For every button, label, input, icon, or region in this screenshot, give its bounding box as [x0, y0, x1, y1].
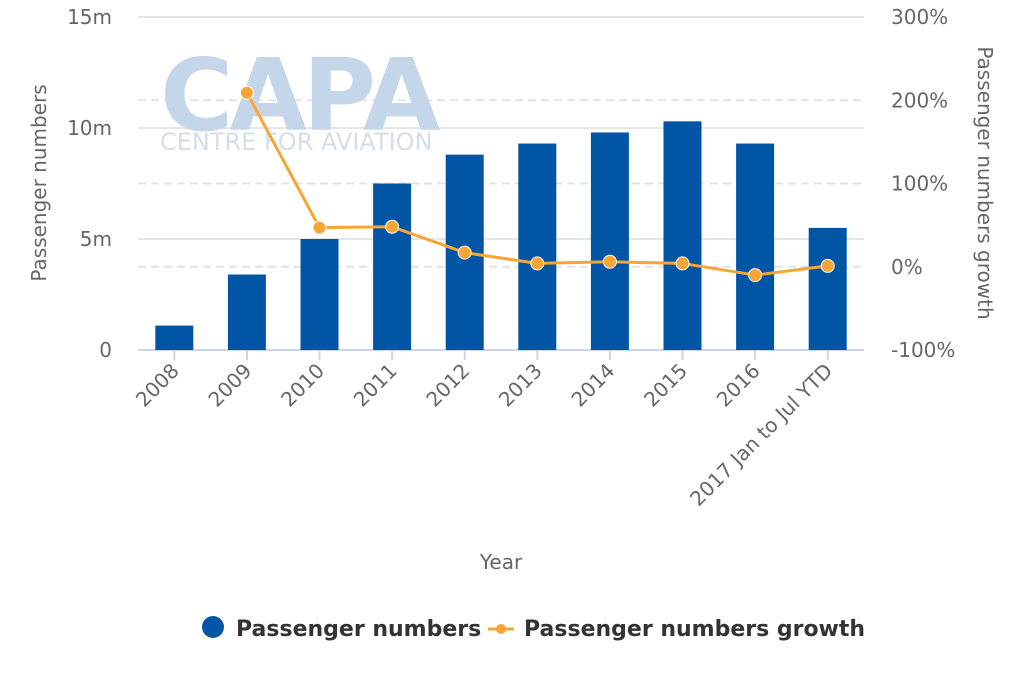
x-tick-label-2008: 2008 [131, 359, 184, 412]
y2-tick-label-4: 300% [891, 5, 948, 29]
growth-point-2017-jan-to-jul-ytd [820, 258, 835, 273]
x-tick-label-2015: 2015 [639, 359, 692, 412]
y2-tick-label-1: 0% [891, 255, 923, 279]
x-tick-label-2012: 2012 [421, 359, 474, 412]
legend-bar-marker [202, 616, 224, 638]
legend-item-passenger-numbers[interactable]: Passenger numbers [202, 616, 481, 642]
legend-line-dot [496, 624, 506, 634]
growth-point-2013 [530, 256, 545, 271]
y2-tick-label-0: -100% [891, 338, 955, 362]
bar-2016 [736, 143, 775, 350]
x-tick-label-2009: 2009 [203, 359, 256, 412]
y2-tick-label-3: 200% [891, 88, 948, 112]
watermark-tagline: CENTRE FOR AVIATION [160, 128, 433, 156]
bar-2014 [590, 132, 629, 350]
x-tick-label-2013: 2013 [494, 359, 547, 412]
bar-2011 [373, 183, 412, 350]
bar-2009 [227, 274, 266, 350]
bar-2017-jan-to-jul-ytd [808, 227, 847, 350]
growth-point-2009 [239, 85, 254, 100]
x-tick-label-2011: 2011 [349, 359, 402, 412]
bar-2010 [300, 239, 339, 350]
y-tick-label-2: 10m [67, 116, 112, 140]
right-axis-ticks: -100% 0% 100% 200% 300% [891, 5, 955, 362]
x-axis-ticks: 2008 2009 2010 2011 2012 2013 2014 2015 20162017… [131, 350, 837, 511]
growth-point-2015 [675, 256, 690, 271]
growth-point-2011 [385, 219, 400, 234]
line-series [239, 85, 835, 283]
bar-series [155, 121, 847, 350]
capa-watermark: CAPA CENTRE FOR AVIATION [160, 37, 444, 156]
growth-point-2012 [457, 245, 472, 260]
y-tick-label-1: 5m [80, 227, 112, 251]
x-tick-label-2016: 2016 [712, 359, 765, 412]
x-tick-label-2010: 2010 [276, 359, 329, 412]
y-tick-label-3: 15m [67, 5, 112, 29]
left-axis-ticks: 0 5m 10m 15m [67, 5, 112, 362]
y2-axis-title: Passenger numbers growth [973, 46, 997, 319]
y2-tick-label-2: 100% [891, 172, 948, 196]
bar-2008 [155, 325, 194, 350]
growth-point-2010 [312, 220, 327, 235]
legend[interactable]: Passenger numbers Passenger numbers grow… [202, 616, 865, 642]
bar-2015 [663, 121, 702, 350]
x-axis-title: Year [479, 550, 523, 574]
x-tick-label-2014: 2014 [566, 359, 619, 412]
legend-label-passenger-numbers: Passenger numbers [236, 617, 481, 642]
y-axis-title: Passenger numbers [27, 84, 51, 281]
bar-2013 [518, 143, 557, 350]
legend-item-passenger-numbers-growth[interactable]: Passenger numbers growth [488, 617, 865, 642]
growth-point-2016 [748, 268, 763, 283]
y-tick-label-0: 0 [99, 338, 112, 362]
x-tick-label-2017-jan-to-jul-ytd: 2017 Jan to Jul YTD [685, 359, 837, 511]
growth-point-2014 [602, 254, 617, 269]
legend-label-passenger-numbers-growth: Passenger numbers growth [524, 617, 865, 642]
watermark-brand: CAPA [160, 37, 440, 154]
